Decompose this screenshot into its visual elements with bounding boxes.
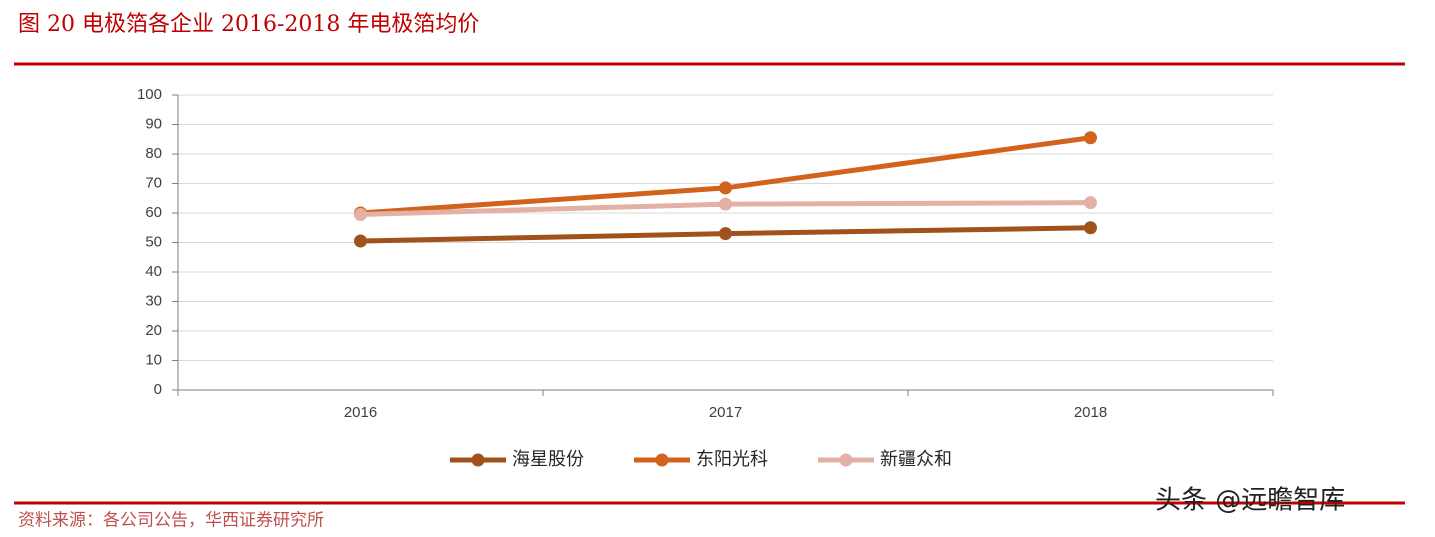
y-tick-label: 20 bbox=[145, 322, 162, 339]
legend-marker bbox=[655, 453, 669, 467]
y-tick-label: 10 bbox=[145, 351, 162, 368]
point bbox=[1084, 221, 1097, 235]
y-tick-label: 100 bbox=[137, 86, 162, 103]
legend-label: 东阳光科 bbox=[696, 449, 768, 470]
source: 资料来源：各公司公告，华西证券研究所 bbox=[18, 511, 324, 531]
y-tick-label: 40 bbox=[145, 263, 162, 280]
x-tick-label: 2017 bbox=[709, 404, 742, 421]
y-tick-label: 30 bbox=[145, 292, 162, 309]
point bbox=[719, 227, 732, 241]
x-tick-label: 2018 bbox=[1074, 404, 1107, 421]
chart-title: 图 20 电极箔各企业 2016-2018 年电极箔均价 bbox=[18, 12, 479, 37]
watermark: 头条 @远瞻智库 bbox=[1155, 486, 1345, 516]
y-tick-label: 50 bbox=[145, 233, 162, 250]
y-tick-label: 70 bbox=[145, 174, 162, 191]
legend-marker bbox=[471, 453, 485, 467]
point bbox=[1084, 196, 1097, 210]
y-tick-label: 90 bbox=[145, 115, 162, 132]
point bbox=[354, 234, 367, 248]
y-tick-label: 0 bbox=[154, 381, 162, 398]
y-tick-label: 60 bbox=[145, 204, 162, 221]
legend-label: 新疆众和 bbox=[880, 449, 952, 470]
x-tick-label: 2016 bbox=[344, 404, 377, 421]
y-tick-label: 80 bbox=[145, 145, 162, 162]
point bbox=[354, 207, 367, 221]
legend-marker bbox=[839, 453, 853, 467]
legend-label: 海星股份 bbox=[512, 449, 584, 470]
point bbox=[719, 181, 732, 195]
point bbox=[1084, 131, 1097, 145]
point bbox=[719, 197, 732, 211]
